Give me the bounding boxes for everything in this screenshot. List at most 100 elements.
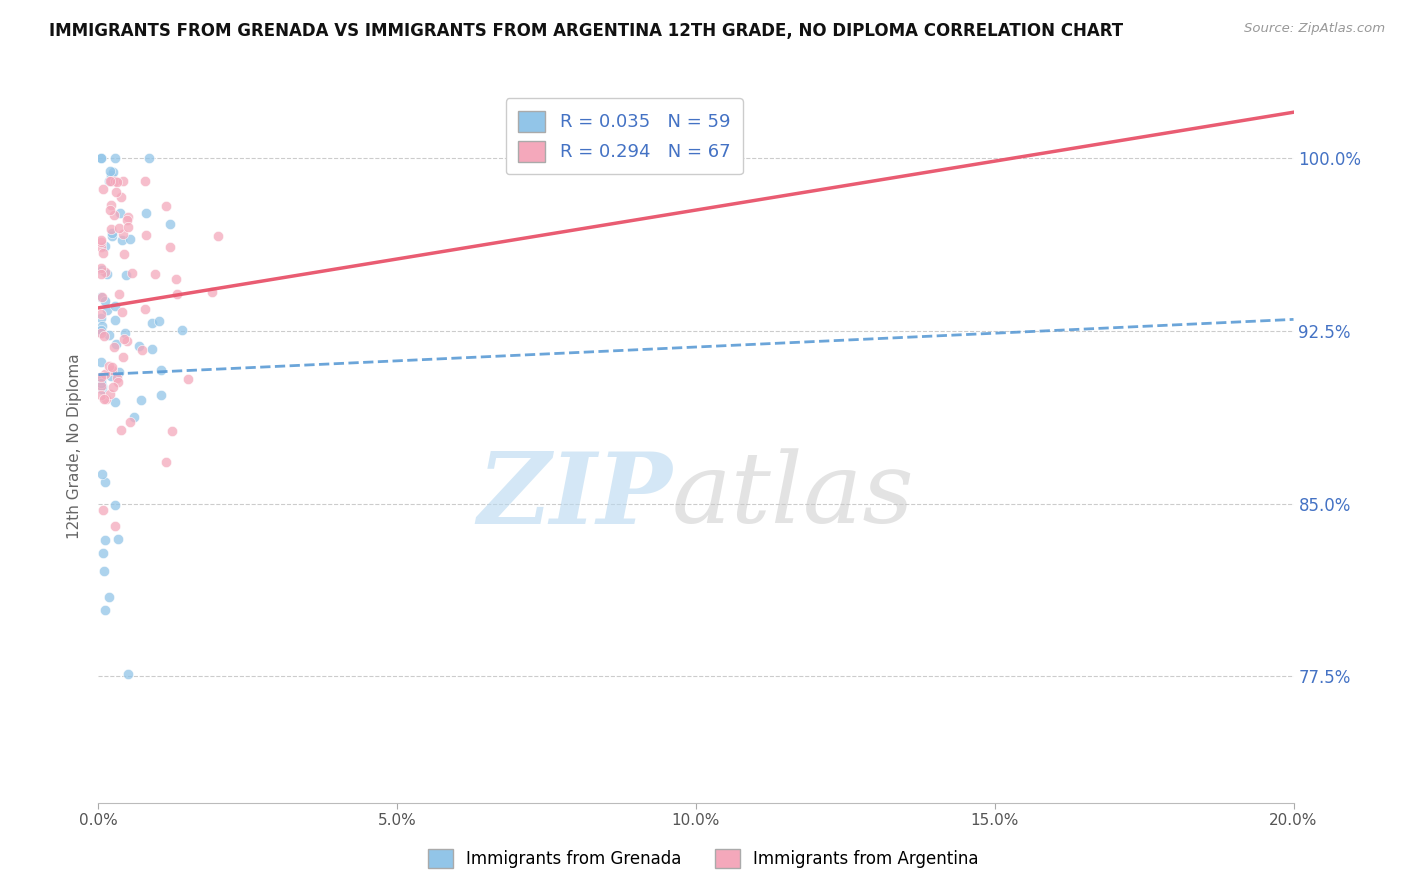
Point — [91, 182, 114, 196]
Point — [201, 285, 224, 300]
Point — [104, 498, 127, 512]
Point — [100, 226, 122, 240]
Point — [135, 206, 157, 220]
Point — [91, 246, 114, 260]
Point — [111, 174, 134, 188]
Point — [110, 190, 132, 204]
Point — [97, 359, 120, 374]
Point — [177, 372, 200, 386]
Point — [94, 475, 117, 490]
Point — [90, 324, 112, 338]
Point — [93, 392, 115, 407]
Point — [93, 238, 115, 252]
Point — [101, 359, 124, 374]
Text: Source: ZipAtlas.com: Source: ZipAtlas.com — [1244, 22, 1385, 36]
Point — [90, 376, 112, 390]
Point — [96, 303, 118, 318]
Point — [138, 151, 160, 165]
Point — [148, 314, 170, 328]
Point — [103, 395, 125, 409]
Point — [159, 217, 181, 231]
Point — [141, 316, 163, 330]
Point — [128, 339, 150, 353]
Point — [90, 379, 112, 393]
Point — [91, 378, 114, 392]
Point — [91, 290, 114, 304]
Point — [165, 272, 187, 286]
Point — [110, 423, 132, 437]
Point — [117, 220, 139, 235]
Point — [107, 375, 129, 389]
Point — [120, 415, 142, 429]
Point — [91, 546, 114, 560]
Point — [141, 342, 163, 356]
Point — [91, 503, 114, 517]
Point — [159, 240, 181, 254]
Point — [90, 373, 112, 387]
Point — [90, 151, 112, 165]
Point — [96, 267, 118, 281]
Point — [124, 409, 146, 424]
Point — [111, 227, 134, 241]
Point — [105, 175, 128, 189]
Point — [135, 227, 157, 242]
Point — [100, 174, 122, 188]
Point — [207, 228, 229, 243]
Point — [131, 392, 153, 407]
Point — [150, 363, 173, 377]
Point — [93, 603, 115, 617]
Point — [104, 313, 127, 327]
Point — [90, 318, 112, 333]
Point — [90, 240, 112, 254]
Point — [111, 233, 134, 247]
Point — [117, 210, 139, 224]
Point — [101, 164, 124, 178]
Point — [112, 350, 135, 364]
Point — [90, 267, 112, 281]
Point — [91, 382, 114, 396]
Point — [121, 266, 143, 280]
Point — [131, 343, 153, 358]
Point — [120, 232, 142, 246]
Point — [98, 203, 121, 218]
Point — [105, 337, 128, 351]
Point — [90, 323, 112, 337]
Point — [100, 229, 122, 244]
Point — [155, 455, 177, 469]
Point — [94, 265, 117, 279]
Point — [100, 169, 122, 183]
Point — [93, 328, 115, 343]
Point — [110, 206, 132, 220]
Legend: R = 0.035   N = 59, R = 0.294   N = 67: R = 0.035 N = 59, R = 0.294 N = 67 — [506, 98, 742, 174]
Point — [104, 299, 127, 313]
Point — [101, 380, 124, 394]
Point — [98, 387, 121, 401]
Point — [97, 590, 120, 604]
Point — [108, 365, 131, 379]
Point — [155, 199, 177, 213]
Text: ZIP: ZIP — [477, 448, 672, 544]
Point — [90, 261, 112, 276]
Point — [90, 355, 112, 369]
Point — [91, 467, 114, 481]
Point — [143, 267, 166, 281]
Point — [90, 151, 112, 165]
Point — [96, 392, 118, 407]
Point — [94, 293, 117, 308]
Point — [90, 310, 112, 325]
Point — [91, 263, 114, 277]
Point — [104, 174, 127, 188]
Point — [90, 307, 112, 321]
Point — [108, 286, 131, 301]
Point — [90, 235, 112, 250]
Point — [98, 173, 121, 187]
Point — [103, 208, 125, 222]
Point — [100, 197, 122, 211]
Y-axis label: 12th Grade, No Diploma: 12th Grade, No Diploma — [67, 353, 83, 539]
Point — [114, 326, 136, 341]
Point — [112, 247, 135, 261]
Point — [107, 371, 129, 385]
Point — [98, 174, 121, 188]
Point — [90, 388, 112, 402]
Point — [93, 564, 115, 578]
